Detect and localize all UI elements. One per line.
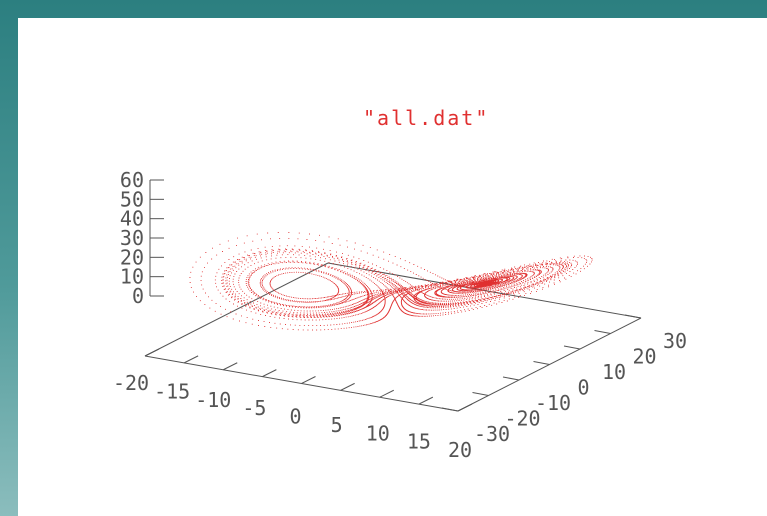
y-tick <box>533 361 550 365</box>
y-tick-label: -30 <box>474 422 510 446</box>
x-tick <box>457 403 473 412</box>
x-tick-label: -15 <box>154 379 190 403</box>
plot-canvas: -20 -15 -10 -5 0 5 10 15 20 -30 -20 -10 0 10 20 30 0 10 20… <box>18 18 767 516</box>
x-tick <box>418 396 434 405</box>
x-tick-label: 10 <box>366 421 390 445</box>
x-tick-label: 5 <box>331 413 343 437</box>
x-tick-label: 15 <box>407 430 431 454</box>
x-tick <box>223 362 238 371</box>
y-tick-label: -10 <box>535 391 571 415</box>
y-tick <box>594 330 611 334</box>
y-tick <box>441 407 459 412</box>
y-tick-label: 0 <box>577 376 589 400</box>
z-tick-label: 40 <box>120 207 144 231</box>
x-tick <box>144 348 160 357</box>
x-tick <box>340 382 355 391</box>
y-tick <box>563 345 581 350</box>
z-tick-label: 20 <box>120 245 144 269</box>
x-tick <box>379 389 394 398</box>
y-tick-label: 10 <box>602 360 626 384</box>
lorenz-3d-plot: -20 -15 -10 -5 0 5 10 15 20-30-20-10010203001020… <box>113 106 687 462</box>
x-tick-label: -20 <box>113 371 149 395</box>
z-tick-label: 10 <box>120 265 144 289</box>
z-tick-label: 50 <box>120 187 144 211</box>
y-tick-label: 20 <box>632 345 656 369</box>
x-tick <box>183 355 199 364</box>
y-tick <box>502 376 520 381</box>
y-tick <box>472 392 489 396</box>
x-tick-label: 0 <box>289 405 301 429</box>
x-tick-label: 20 <box>448 438 472 462</box>
x-tick-label: -10 <box>195 388 231 412</box>
x-tick <box>301 376 316 384</box>
y-tick <box>624 314 642 319</box>
z-tick-label: 30 <box>120 226 144 250</box>
x-tick-label: -5 <box>242 396 266 420</box>
chart-title: "all.dat" <box>363 106 489 130</box>
x-tick <box>262 369 277 378</box>
lorenz-trajectory <box>189 232 593 331</box>
z-tick-label: 0 <box>132 284 144 308</box>
y-tick-label: 30 <box>663 329 687 353</box>
back-floor-edge <box>144 262 329 357</box>
y-tick-label: -20 <box>504 407 540 431</box>
z-tick-label: 60 <box>120 168 144 192</box>
